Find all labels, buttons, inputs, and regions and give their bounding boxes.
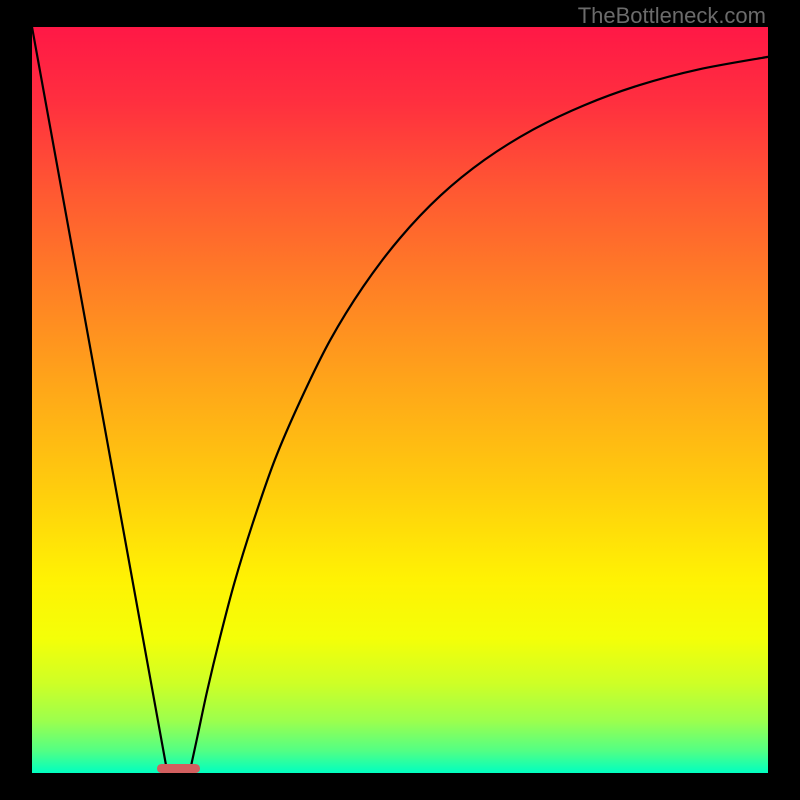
plot-area <box>32 27 768 773</box>
curve-path <box>32 27 768 773</box>
chart-outer-frame: TheBottleneck.com <box>0 0 800 800</box>
optimal-point-marker <box>157 764 200 773</box>
watermark-label: TheBottleneck.com <box>578 3 766 28</box>
bottleneck-curve <box>32 27 768 773</box>
watermark-text: TheBottleneck.com <box>578 3 766 29</box>
